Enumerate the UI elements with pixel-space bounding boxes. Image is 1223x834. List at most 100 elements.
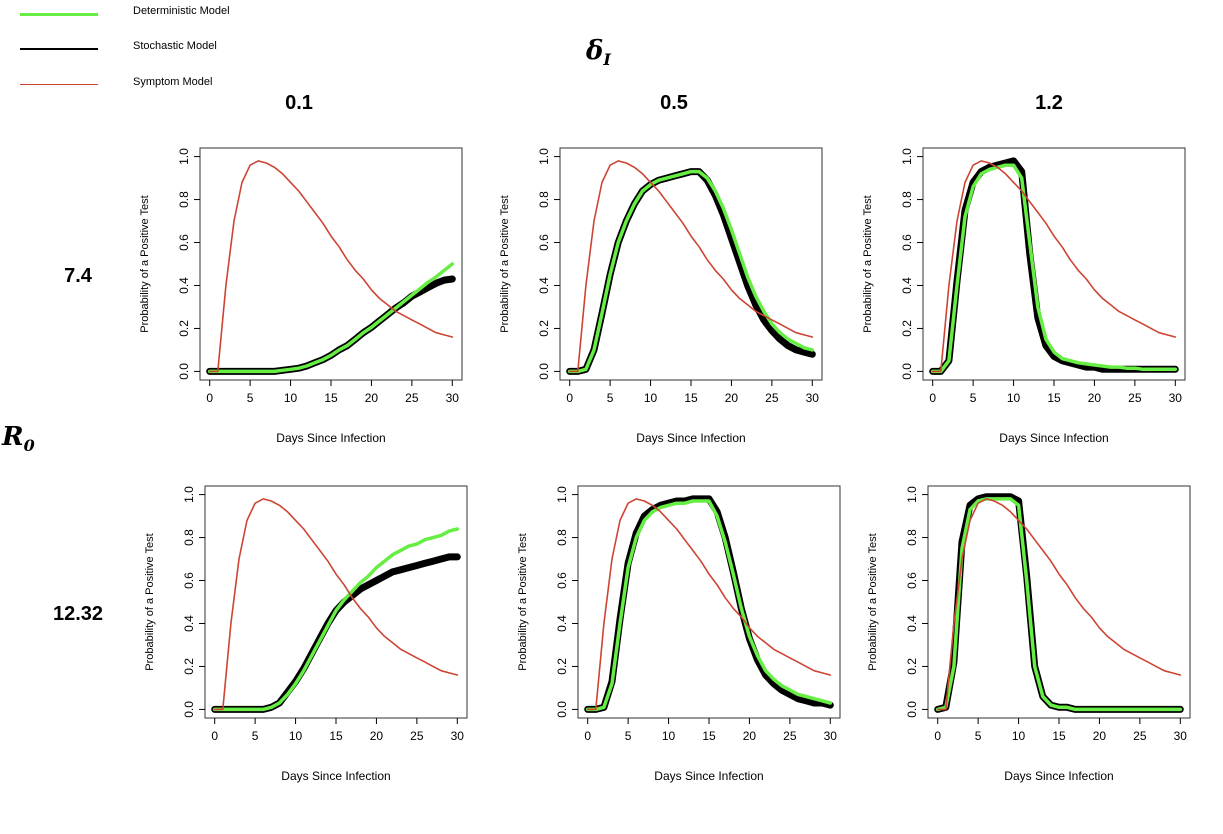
column-header-1: 0.1 <box>285 92 313 114</box>
chart-panel-r1-c1: 0.0 0.2 0.4 0.6 0.8 1.0 0 5 10 15 20 25 30 Days Since… <box>139 147 463 445</box>
y-tick-label: 0.0 <box>182 701 196 718</box>
x-tick-label: 0 <box>934 729 941 743</box>
y-axis-label: Probability of a Positive Test <box>499 195 511 332</box>
x-tick-label: 20 <box>1093 729 1107 743</box>
series-line-symptom-model <box>568 160 814 373</box>
r0-symbol: R0 <box>2 422 35 455</box>
y-tick-label: 1.0 <box>182 486 196 503</box>
x-tick-label: 20 <box>365 391 379 405</box>
legend: Deterministic Model Stochastic Model Sym… <box>20 2 320 94</box>
x-axis-label: Days Since Infection <box>1004 769 1113 783</box>
y-tick-label: 0.2 <box>177 320 191 337</box>
x-tick-label: 0 <box>566 391 573 405</box>
legend-label-deterministic: Deterministic Model <box>133 5 230 17</box>
y-tick-label: 0.2 <box>537 320 551 337</box>
series-line-deterministic-model <box>212 527 460 712</box>
x-tick-label: 10 <box>1012 729 1026 743</box>
x-tick-label: 10 <box>644 391 658 405</box>
y-tick-label: 0.8 <box>177 191 191 208</box>
x-tick-label: 15 <box>329 729 343 743</box>
r0-symbol-sub: 0 <box>23 436 35 456</box>
x-tick-label: 5 <box>625 729 632 743</box>
r0-symbol-base: R <box>2 422 24 452</box>
x-tick-label: 30 <box>446 391 460 405</box>
y-tick-label: 1.0 <box>537 148 551 165</box>
chart-panel-r1-c3: 0.0 0.2 0.4 0.6 0.8 1.0 0 5 10 15 20 25 30 Days Since… <box>862 147 1186 445</box>
x-tick-label: 20 <box>725 391 739 405</box>
y-tick-label: 0.6 <box>537 234 551 251</box>
x-axis-label: Days Since Infection <box>276 431 385 445</box>
legend-swatch-stochastic <box>20 48 98 50</box>
series-line-symptom-model <box>936 498 1182 711</box>
x-tick-label: 25 <box>405 391 419 405</box>
legend-item-deterministic: Deterministic Model <box>20 3 320 23</box>
y-axis-label: Probability of a Positive Test <box>517 533 529 670</box>
y-tick-label: 0.0 <box>905 701 919 718</box>
legend-swatch-symptom <box>20 84 98 85</box>
y-tick-label: 0.8 <box>182 529 196 546</box>
x-tick-label: 15 <box>702 729 716 743</box>
chart-panel-r1-c2: 0.0 0.2 0.4 0.6 0.8 1.0 0 5 10 15 20 25 30 Days Since… <box>499 147 823 445</box>
legend-item-stochastic: Stochastic Model <box>20 38 320 58</box>
plot-frame <box>199 147 463 381</box>
series-line-symptom-model <box>931 160 1177 373</box>
x-tick-label: 15 <box>1052 729 1066 743</box>
x-tick-label: 25 <box>765 391 779 405</box>
x-tick-label: 30 <box>806 391 820 405</box>
y-tick-label: 0.0 <box>900 363 914 380</box>
y-tick-label: 0.4 <box>537 277 551 294</box>
y-tick-label: 0.0 <box>555 701 569 718</box>
x-tick-label: 10 <box>289 729 303 743</box>
y-tick-label: 0.6 <box>555 572 569 589</box>
y-tick-label: 0.6 <box>182 572 196 589</box>
x-tick-label: 20 <box>1088 391 1102 405</box>
y-axis-label: Probability of a Positive Test <box>144 533 156 670</box>
x-tick-label: 30 <box>1169 391 1183 405</box>
y-axis-label: Probability of a Positive Test <box>867 533 879 670</box>
x-tick-label: 25 <box>1128 391 1142 405</box>
x-tick-label: 15 <box>324 391 338 405</box>
series-line-stochastic-model <box>929 157 1179 375</box>
plot-frame <box>204 485 468 719</box>
x-tick-label: 25 <box>410 729 424 743</box>
x-tick-label: 5 <box>607 391 614 405</box>
series-line-stochastic-model <box>934 493 1184 713</box>
chart-panel-r2-c2: 0.0 0.2 0.4 0.6 0.8 1.0 0 5 10 15 20 25 30 Days Since… <box>517 485 841 783</box>
chart-panel-r2-c3: 0.0 0.2 0.4 0.6 0.8 1.0 0 5 10 15 20 25 30 Days Since… <box>867 485 1191 783</box>
x-tick-label: 0 <box>211 729 218 743</box>
y-tick-label: 0.4 <box>905 615 919 632</box>
x-tick-label: 25 <box>1133 729 1147 743</box>
y-tick-label: 0.2 <box>182 658 196 675</box>
delta-symbol-sub: I <box>603 50 611 70</box>
x-axis-label: Days Since Infection <box>281 769 390 783</box>
x-tick-label: 30 <box>451 729 465 743</box>
x-tick-label: 10 <box>662 729 676 743</box>
series-line-deterministic-model <box>585 499 833 712</box>
series-line-stochastic-model <box>211 553 461 713</box>
series-line-symptom-model <box>213 498 459 711</box>
x-tick-label: 20 <box>743 729 757 743</box>
y-tick-label: 0.0 <box>177 363 191 380</box>
x-tick-label: 15 <box>684 391 698 405</box>
y-tick-label: 0.8 <box>537 191 551 208</box>
legend-swatch-deterministic <box>20 13 98 16</box>
x-tick-label: 5 <box>252 729 259 743</box>
y-tick-label: 0.6 <box>900 234 914 251</box>
x-tick-label: 5 <box>970 391 977 405</box>
legend-label-stochastic: Stochastic Model <box>133 40 217 52</box>
y-tick-label: 0.6 <box>905 572 919 589</box>
x-tick-label: 0 <box>206 391 213 405</box>
x-tick-label: 5 <box>975 729 982 743</box>
series-line-deterministic-model <box>567 169 815 374</box>
row-header-2: 12.32 <box>52 603 104 625</box>
x-tick-label: 0 <box>929 391 936 405</box>
x-axis-label: Days Since Infection <box>654 769 763 783</box>
x-tick-label: 30 <box>1174 729 1188 743</box>
y-tick-label: 1.0 <box>177 148 191 165</box>
series-line-deterministic-model <box>935 497 1183 712</box>
y-tick-label: 0.2 <box>905 658 919 675</box>
x-axis-label: Days Since Infection <box>636 431 745 445</box>
legend-item-symptom: Symptom Model <box>20 74 320 94</box>
y-tick-label: 0.2 <box>555 658 569 675</box>
delta-symbol: δI <box>586 36 611 69</box>
